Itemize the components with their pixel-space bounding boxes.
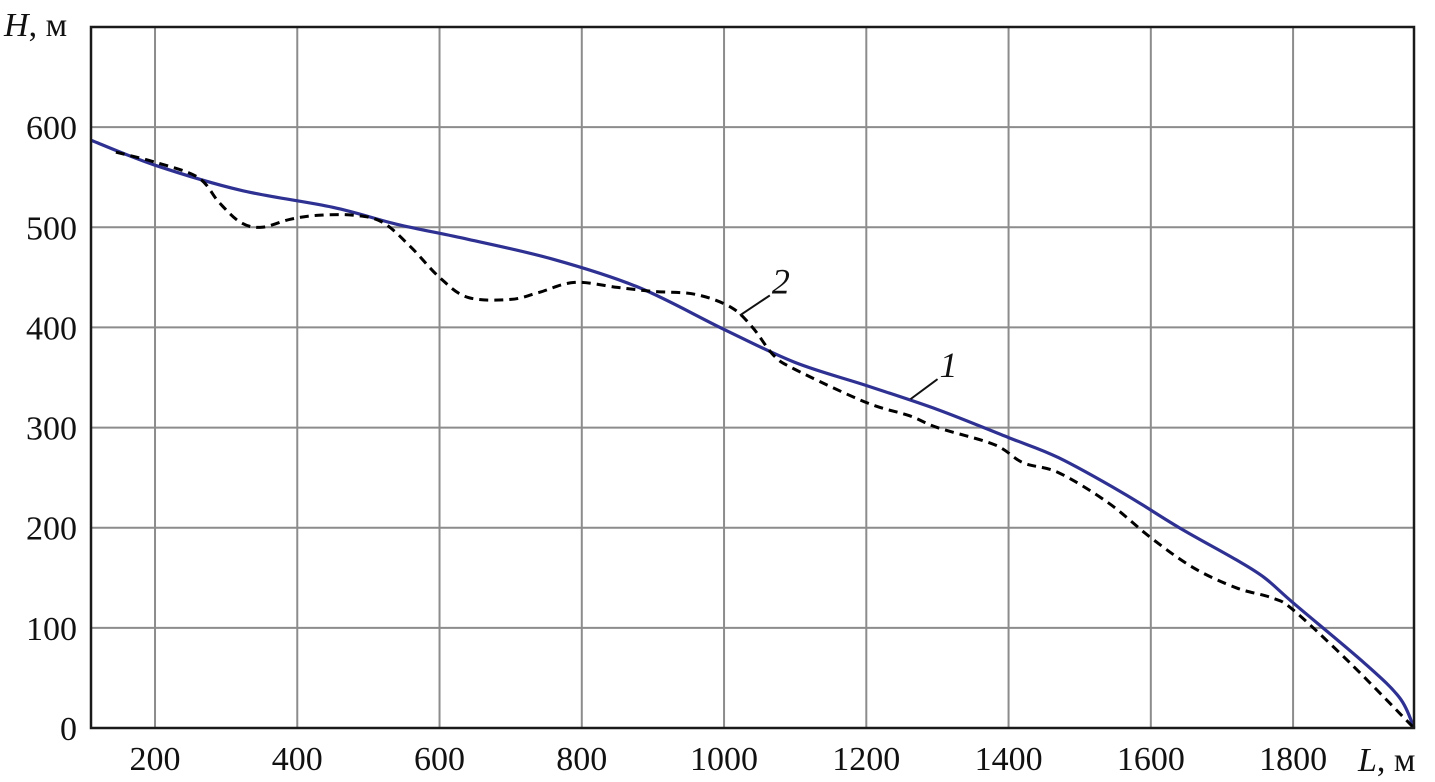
tick-labels: 200 400 600 800 1000 1200 1400 1600 180001002003…: [26, 110, 1327, 778]
curve-annotations: 12: [739, 261, 958, 400]
x-tick-label: 1400: [975, 741, 1043, 778]
series-2-line: [115, 150, 1416, 730]
y-tick-label: 400: [26, 310, 77, 347]
y-axis-label: H, м: [3, 7, 67, 44]
y-tick-label: 300: [26, 411, 77, 448]
x-tick-label: 600: [414, 741, 465, 778]
x-tick-label: 1600: [1117, 741, 1185, 778]
y-tick-label: 500: [26, 210, 77, 247]
y-tick-label: 0: [60, 711, 77, 748]
x-axis-label: L, м: [1357, 742, 1415, 779]
x-tick-label: 1000: [690, 741, 758, 778]
plot-frame: [89, 25, 1416, 730]
curve-1-leader: [909, 378, 939, 400]
x-tick-label: 800: [556, 741, 607, 778]
x-tick-label: 1800: [1259, 741, 1327, 778]
grid: [91, 27, 1414, 728]
y-tick-label: 100: [26, 611, 77, 648]
series-layer: [90, 138, 1416, 730]
x-tick-label: 200: [130, 741, 181, 778]
curve-2-label: 2: [772, 261, 790, 301]
x-tick-label: 400: [272, 741, 323, 778]
y-axis-var: H: [3, 7, 31, 44]
x-tick-label: 1200: [832, 741, 900, 778]
x-axis-unit: , м: [1377, 742, 1416, 779]
series-1-line: [90, 138, 1416, 729]
y-tick-label: 600: [26, 110, 77, 147]
curve-2-leader: [739, 294, 771, 317]
y-axis-unit: , м: [29, 7, 68, 44]
y-tick-label: 200: [26, 511, 77, 548]
curve-1-label: 1: [940, 345, 958, 385]
x-axis-var: L: [1357, 742, 1377, 779]
